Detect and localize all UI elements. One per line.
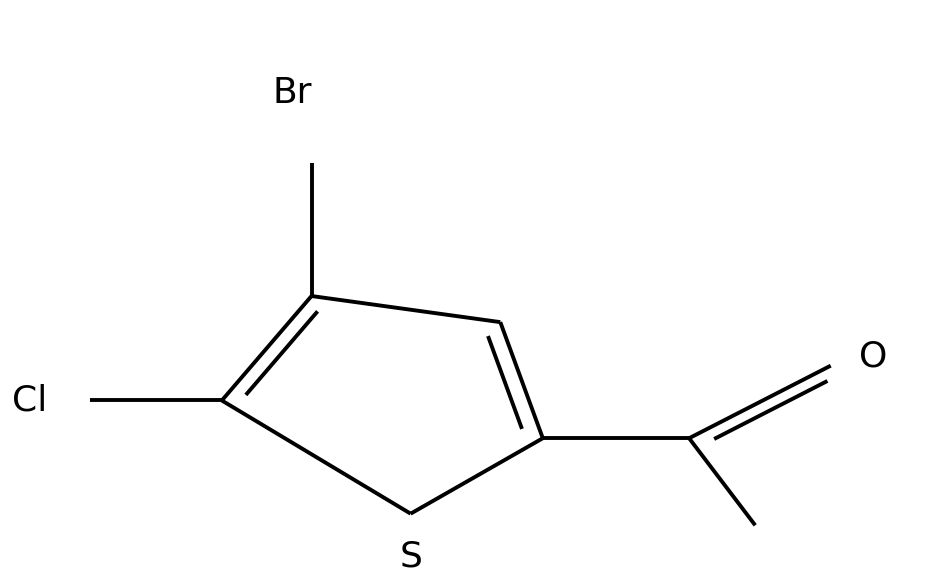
Text: Cl: Cl — [12, 384, 47, 417]
Text: O: O — [859, 340, 887, 374]
Text: S: S — [399, 540, 422, 574]
Text: Br: Br — [273, 76, 312, 110]
